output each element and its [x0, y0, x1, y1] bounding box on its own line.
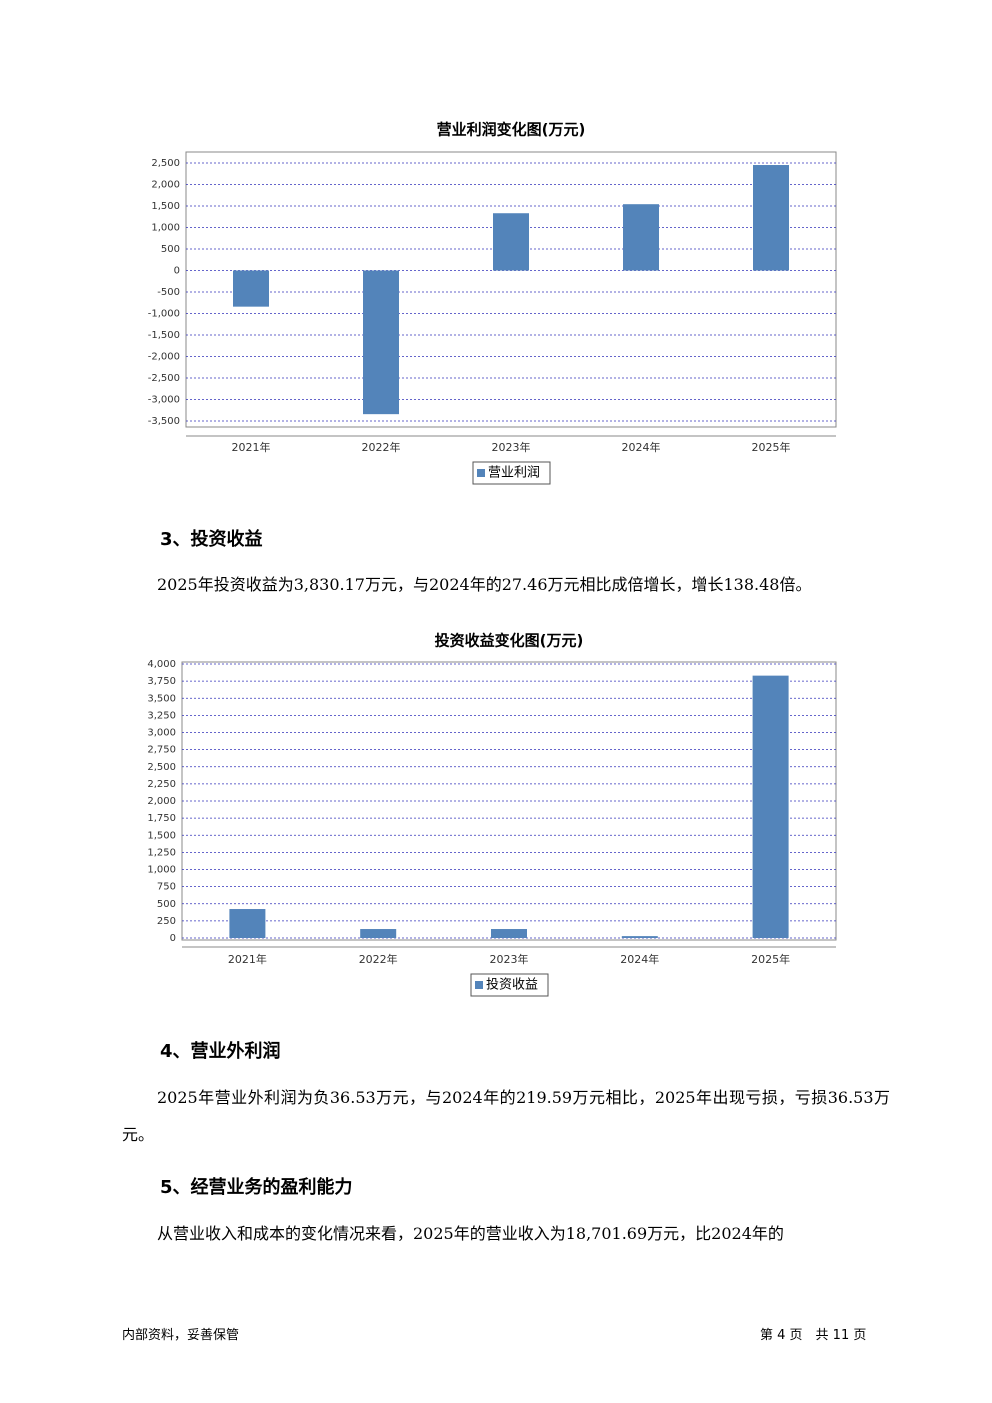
x-tick-label: 2024年: [622, 440, 661, 454]
y-tick-label: 3,750: [147, 676, 176, 687]
x-tick-label: 2021年: [228, 952, 267, 966]
x-tick-label: 2025年: [751, 952, 790, 966]
legend-label: 投资收益: [486, 977, 538, 993]
plot-frame: [181, 661, 837, 941]
x-tick-label: 2025年: [752, 440, 791, 454]
heading: 5、经营业务的盈利能力: [160, 1177, 353, 1198]
y-tick-label: 2,250: [147, 779, 176, 790]
y-tick-label: -1,000: [148, 309, 180, 320]
bar: [363, 270, 399, 415]
legend-box: [470, 973, 549, 997]
y-tick-label: -500: [157, 287, 180, 298]
legend-swatch: [475, 981, 483, 989]
x-tick-label: 2024年: [620, 952, 659, 966]
y-tick-label: 2,000: [147, 796, 176, 807]
legend-box: [472, 461, 551, 485]
paragraph: 2025年投资收益为3,830.17万元，与2024年的27.46万元相比成倍增…: [157, 575, 812, 594]
y-tick-label: 2,750: [147, 745, 176, 756]
y-tick-label: -2,500: [148, 373, 180, 384]
bar: [753, 165, 789, 271]
y-tick-label: 2,000: [151, 180, 180, 191]
heading: 3、投资收益: [160, 529, 263, 550]
y-tick-label: 0: [170, 933, 176, 944]
y-tick-label: -2,000: [148, 352, 180, 363]
legend-label: 营业利润: [488, 466, 540, 481]
y-tick-label: 1,000: [147, 865, 176, 876]
y-tick-label: 1,500: [147, 830, 176, 841]
y-tick-label: 2,500: [151, 158, 180, 169]
bar: [493, 213, 529, 271]
legend-swatch: [477, 469, 485, 477]
bar: [233, 270, 269, 307]
y-tick-label: 500: [161, 244, 180, 255]
footer-left: 内部资料，妥善保管: [122, 1328, 240, 1343]
x-tick-label: 2022年: [362, 440, 401, 454]
bar: [621, 936, 658, 938]
y-tick-label: -1,500: [148, 330, 180, 341]
y-tick-label: 1,250: [147, 847, 176, 858]
y-tick-label: 3,500: [147, 693, 176, 704]
heading: 4、营业外利润: [160, 1041, 281, 1062]
bar: [752, 675, 789, 938]
y-tick-label: -3,000: [148, 395, 180, 406]
bar: [229, 909, 266, 938]
x-tick-label: 2023年: [490, 952, 529, 966]
paragraph: 2025年营业外利润为负36.53万元，与2024年的219.59万元相比，20…: [122, 1088, 890, 1144]
y-tick-label: 2,500: [147, 762, 176, 773]
plot-frame: [185, 151, 837, 428]
paragraph: 从营业收入和成本的变化情况来看，2025年的营业收入为18,701.69万元，比…: [157, 1224, 784, 1243]
y-tick-label: 1,500: [151, 201, 180, 212]
y-tick-label: 1,750: [147, 813, 176, 824]
y-tick-label: -3,500: [148, 416, 180, 427]
y-tick-label: 4,000: [147, 659, 176, 670]
y-tick-label: 3,000: [147, 728, 176, 739]
bar: [623, 204, 659, 271]
chart-title: 营业利润变化图(万元): [437, 121, 586, 139]
y-tick-label: 1,000: [151, 223, 180, 234]
bar: [360, 929, 397, 938]
x-tick-label: 2021年: [232, 440, 271, 454]
x-tick-label: 2023年: [492, 440, 531, 454]
y-tick-label: 750: [157, 882, 176, 893]
footer-right: 第 4 页 共 11 页: [760, 1328, 867, 1343]
y-tick-label: 0: [174, 266, 180, 277]
x-tick-label: 2022年: [359, 952, 398, 966]
chart-title: 投资收益变化图(万元): [435, 632, 584, 650]
y-tick-label: 500: [157, 899, 176, 910]
y-tick-label: 3,250: [147, 710, 176, 721]
y-tick-label: 250: [157, 916, 176, 927]
bar: [491, 929, 527, 938]
